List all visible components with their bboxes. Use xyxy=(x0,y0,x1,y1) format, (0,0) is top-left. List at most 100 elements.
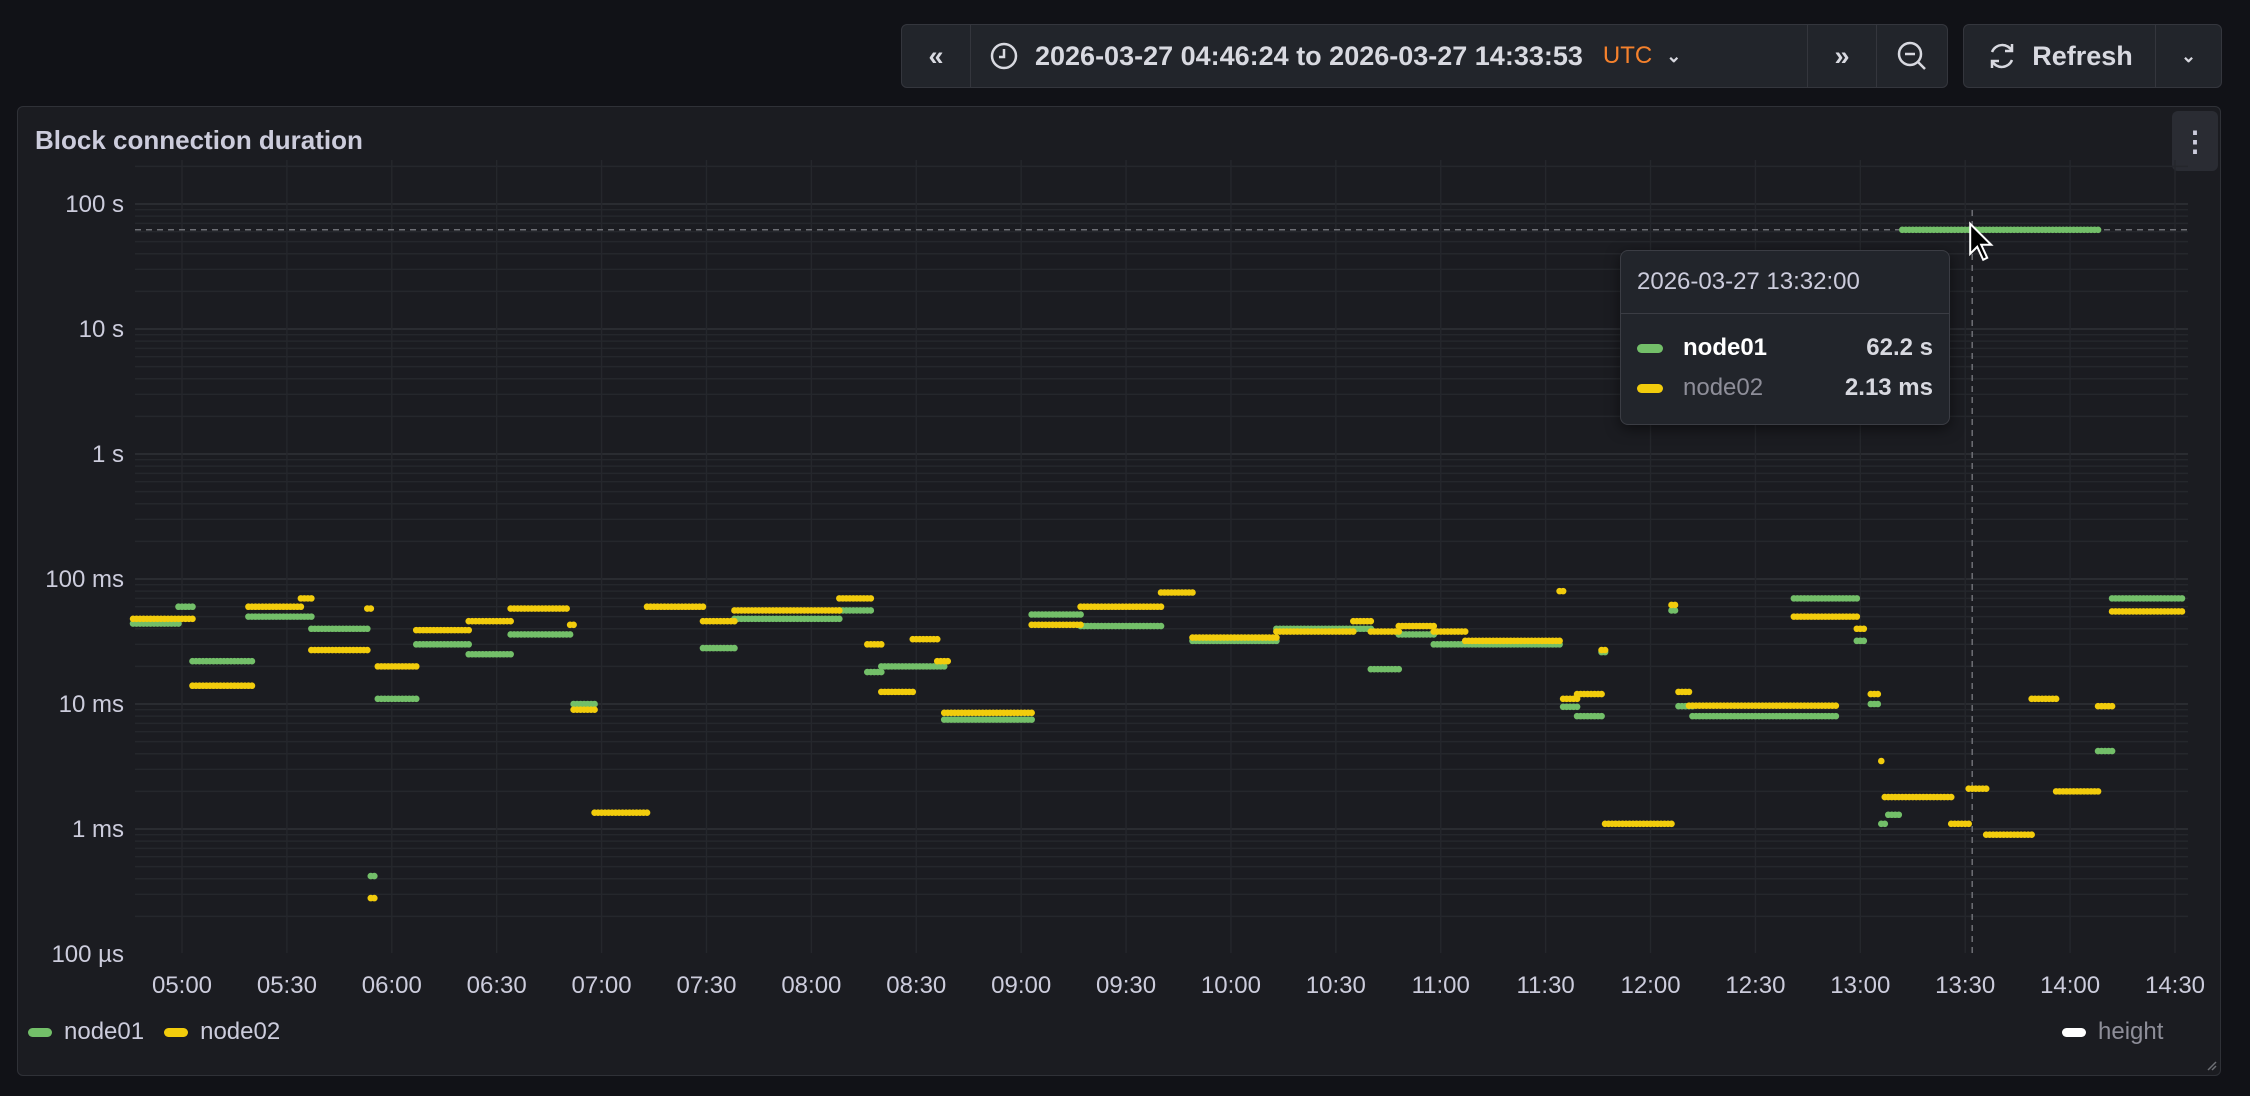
y-tick-label: 10 s xyxy=(79,316,124,343)
node02-point xyxy=(1982,785,1990,793)
double-chevron-right-icon: » xyxy=(1834,40,1850,71)
x-tick-label: 13:30 xyxy=(1935,972,1995,999)
shift-time-forward-button[interactable]: » xyxy=(1808,25,1877,87)
node02-point xyxy=(1559,587,1567,595)
refresh-interval-dropdown[interactable]: ⌄ xyxy=(2156,25,2221,87)
node02-point xyxy=(1668,820,1675,828)
legend-label: node01 xyxy=(64,1018,145,1045)
node01-point xyxy=(1895,811,1903,819)
node02-point xyxy=(570,621,577,629)
timezone-label: UTC xyxy=(1602,42,1653,69)
x-tick-label: 06:00 xyxy=(362,972,422,999)
shift-time-back-button[interactable]: « xyxy=(902,25,971,87)
x-tick-label: 09:30 xyxy=(1096,972,1156,999)
node02-point xyxy=(877,641,885,648)
node02-point xyxy=(1395,628,1403,635)
double-chevron-left-icon: « xyxy=(928,40,944,71)
series-swatch xyxy=(2062,1027,2086,1037)
node02-point xyxy=(465,626,473,634)
node01-point xyxy=(591,700,598,708)
time-picker-group: « 2026-03-27 04:46:24 to 2026-03-27 14:3… xyxy=(901,24,1948,88)
x-tick-label: 07:00 xyxy=(572,972,632,999)
node02-point xyxy=(1877,757,1885,765)
x-tick-label: 08:30 xyxy=(886,972,946,999)
time-range-text: 2026-03-27 04:46:24 to 2026-03-27 14:33:… xyxy=(1035,40,1583,71)
legend-label: node02 xyxy=(200,1018,281,1045)
chevron-down-icon: ⌄ xyxy=(1666,45,1682,66)
node02-point xyxy=(364,646,371,654)
tooltip: 2026-03-27 13:32:00 node01 62.2 s node02… xyxy=(1620,250,1950,425)
node02-point xyxy=(248,682,256,690)
node02-point xyxy=(1860,625,1868,633)
node02-point xyxy=(836,607,843,614)
node02-point xyxy=(1965,820,1973,828)
x-tick-label: 10:30 xyxy=(1306,972,1366,999)
node01-point xyxy=(1874,700,1882,708)
refresh-button[interactable]: Refresh xyxy=(1964,25,2156,87)
node02-point xyxy=(563,605,570,612)
node01-point xyxy=(2178,595,2186,602)
zoom-out-button[interactable] xyxy=(1877,25,1947,87)
node02-point xyxy=(2094,788,2102,795)
node01-point xyxy=(465,641,473,648)
resize-handle-icon xyxy=(2207,1061,2217,1071)
node02-point xyxy=(1556,637,1563,645)
node02-point xyxy=(1671,601,1679,609)
node02-point xyxy=(1685,688,1693,696)
y-tick-label: 1 s xyxy=(92,441,124,468)
x-tick-label: 05:00 xyxy=(152,972,212,999)
node02-point xyxy=(1947,793,1955,801)
node01-point xyxy=(1028,716,1035,723)
zoom-out-icon xyxy=(1897,41,1926,70)
node01-point xyxy=(1598,712,1605,720)
tooltip-time: 2026-03-27 13:32:00 xyxy=(1621,251,1949,314)
legend-item-node01[interactable]: node01 xyxy=(28,1018,144,1046)
panel-menu-button[interactable]: ⋮ xyxy=(2172,111,2218,171)
node01-point xyxy=(1860,637,1868,645)
node01-point xyxy=(364,625,371,633)
node02-point xyxy=(412,663,420,670)
node02-point xyxy=(1028,709,1035,717)
tooltip-row-node02: node02 2.13 ms xyxy=(1621,368,1949,408)
node02-point xyxy=(944,657,952,665)
node02-point xyxy=(2052,695,2060,703)
legend-item-height[interactable]: height xyxy=(2062,1018,2163,1046)
node02-point xyxy=(731,617,738,625)
y-tick-label: 10 ms xyxy=(59,691,124,718)
node01-point xyxy=(1157,622,1165,630)
tooltip-series-name: node02 xyxy=(1683,374,1764,401)
node01-point xyxy=(731,644,738,652)
node02-point xyxy=(1853,613,1861,620)
y-tick-label: 100 ms xyxy=(45,566,124,593)
node02-point xyxy=(1573,695,1581,703)
x-tick-label: 11:00 xyxy=(1412,972,1470,999)
node01-point xyxy=(1832,712,1840,720)
y-tick-label: 100 s xyxy=(65,191,124,218)
tooltip-series-value: 62.2 s xyxy=(1866,334,1933,361)
x-tick-label: 06:30 xyxy=(467,972,527,999)
time-range-picker[interactable]: 2026-03-27 04:46:24 to 2026-03-27 14:33:… xyxy=(971,25,1808,87)
x-tick-label: 09:00 xyxy=(991,972,1051,999)
series-swatch xyxy=(1637,343,1663,353)
x-tick-label: 08:00 xyxy=(781,972,841,999)
x-tick-label: 05:30 xyxy=(257,972,317,999)
tooltip-row-node01: node01 62.2 s xyxy=(1621,328,1949,368)
panel-title: Block connection duration xyxy=(35,125,363,155)
refresh-group: Refresh ⌄ xyxy=(1963,24,2222,88)
tooltip-series-value: 2.13 ms xyxy=(1844,374,1933,401)
clock-icon xyxy=(990,42,1018,70)
x-tick-label: 11:30 xyxy=(1516,972,1574,999)
node02-point xyxy=(1832,702,1840,709)
y-tick-label: 1 ms xyxy=(72,816,124,843)
x-tick-label: 07:30 xyxy=(676,972,736,999)
chevron-down-icon: ⌄ xyxy=(2180,45,2197,66)
node01-point xyxy=(1881,820,1889,828)
node02-point xyxy=(1461,628,1469,635)
x-tick-label: 13:00 xyxy=(1830,972,1890,999)
node01-point xyxy=(507,650,514,658)
node01-point xyxy=(566,631,574,638)
node02-point xyxy=(189,615,196,623)
node02-point xyxy=(2028,831,2035,839)
legend-item-node02[interactable]: node02 xyxy=(164,1018,280,1046)
